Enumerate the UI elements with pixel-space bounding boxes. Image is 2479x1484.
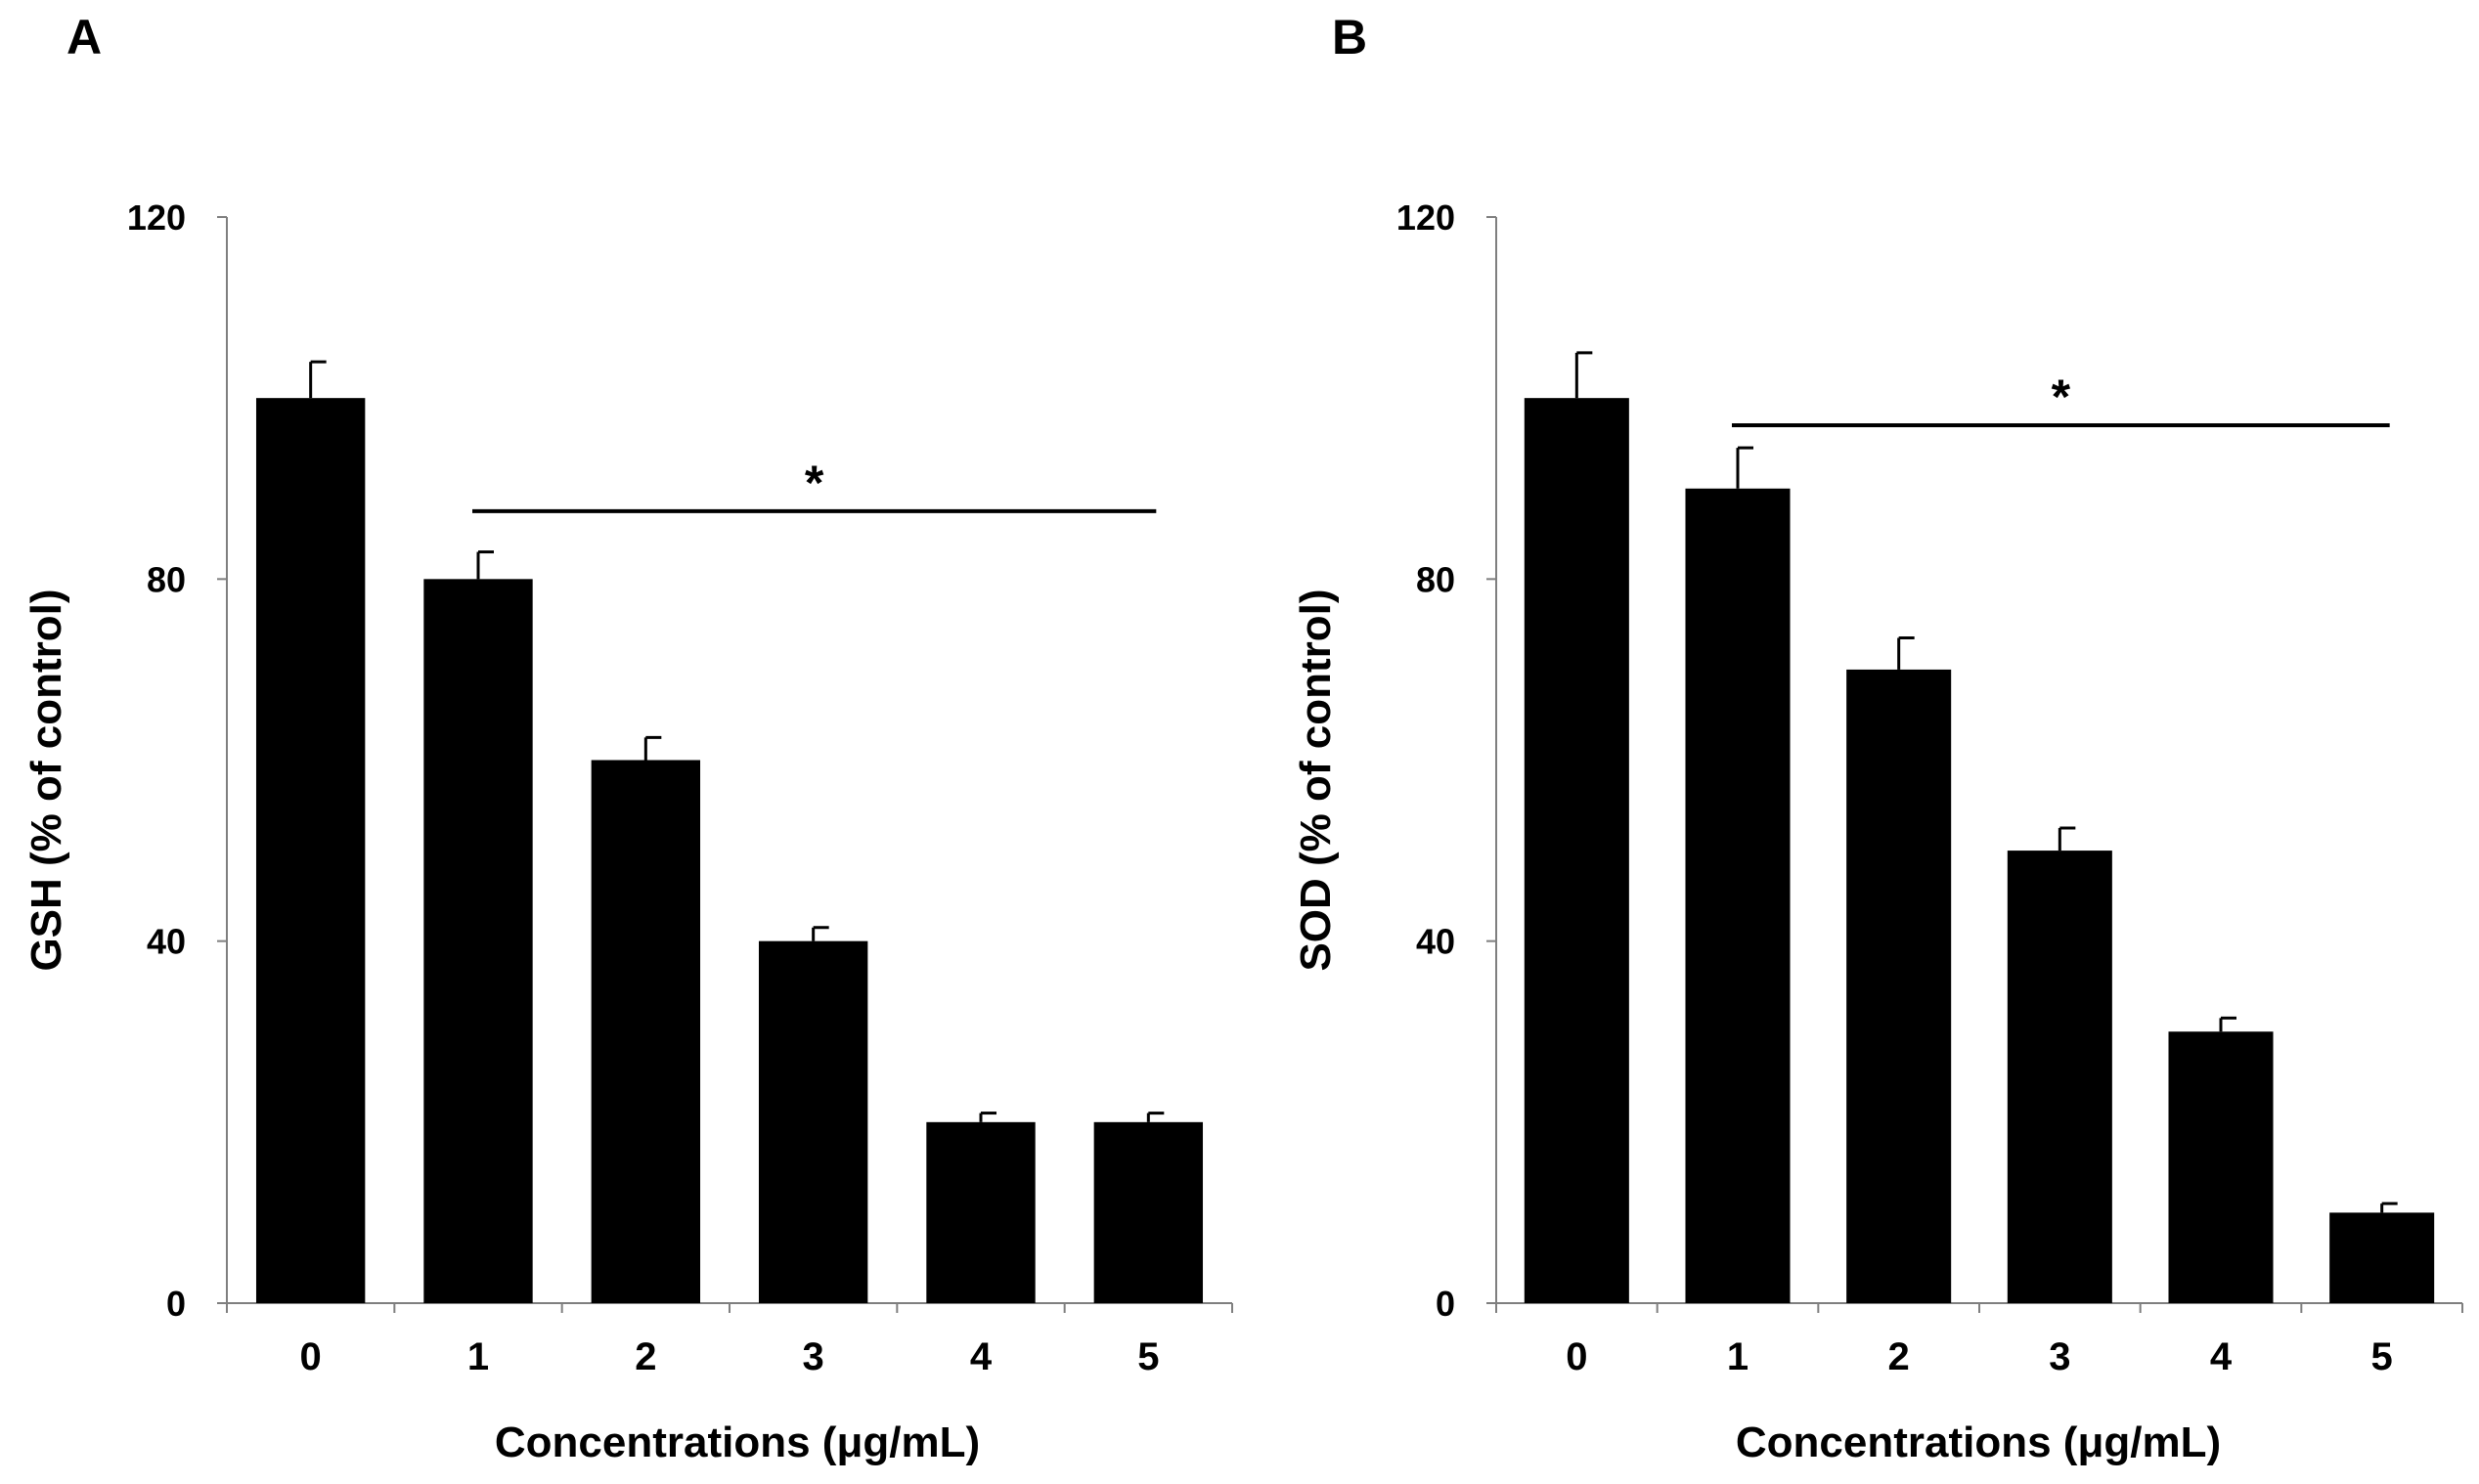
panel-b: B SOD (% of control) Concentrations (μg/…: [1292, 10, 2463, 1466]
bar: [758, 940, 868, 1303]
x-tick-label: 1: [1727, 1335, 1749, 1378]
plot-area: 0 40 80 120 0 1 2 3 4 5 *: [1396, 197, 2463, 1378]
x-tick-label: 2: [1888, 1335, 1910, 1378]
bar: [1093, 1121, 1204, 1303]
panel-label: A: [66, 10, 102, 65]
x-axis-title: Concentrations (μg/mL): [495, 1419, 980, 1466]
bar: [2329, 1212, 2435, 1303]
x-tick-label: 5: [2371, 1335, 2393, 1378]
panel-label: B: [1332, 10, 1367, 65]
x-tick-label: 3: [2049, 1335, 2070, 1378]
significance-marker: *: [2052, 370, 2071, 424]
y-tick-label: 40: [147, 922, 186, 962]
bar: [591, 760, 701, 1303]
x-axis-title: Concentrations (μg/mL): [1736, 1419, 2221, 1466]
y-tick-label: 0: [1436, 1284, 1455, 1324]
bar: [926, 1121, 1036, 1303]
x-tick-label: 3: [803, 1335, 824, 1378]
significance-marker: *: [805, 456, 824, 510]
x-tick-label: 1: [467, 1335, 489, 1378]
x-tick-label: 0: [1566, 1335, 1587, 1378]
panel-a: A GSH (% of control) Concentrations (μg/…: [22, 10, 1233, 1466]
y-tick-label: 40: [1416, 922, 1455, 962]
x-tick-label: 0: [300, 1335, 322, 1378]
y-tick-label: 80: [1416, 559, 1455, 599]
y-tick-label: 120: [1396, 197, 1455, 238]
bar: [423, 579, 533, 1303]
y-tick-label: 120: [127, 197, 186, 238]
bar: [1846, 669, 1952, 1303]
y-tick-label: 80: [147, 559, 186, 599]
y-axis-title: SOD (% of control): [1292, 589, 1340, 971]
y-axis-title: GSH (% of control): [22, 589, 70, 971]
bar: [2168, 1031, 2274, 1303]
x-tick-label: 2: [635, 1335, 656, 1378]
plot-area: 0 40 80 120 0 1 2 3 4 5 *: [127, 197, 1233, 1378]
x-tick-label: 5: [1137, 1335, 1159, 1378]
bar: [1685, 488, 1791, 1303]
y-tick-label: 0: [166, 1284, 186, 1324]
bar: [1524, 398, 1629, 1304]
bar: [255, 398, 366, 1304]
bar: [2007, 851, 2112, 1303]
x-tick-label: 4: [970, 1335, 993, 1378]
x-tick-label: 4: [2210, 1335, 2233, 1378]
